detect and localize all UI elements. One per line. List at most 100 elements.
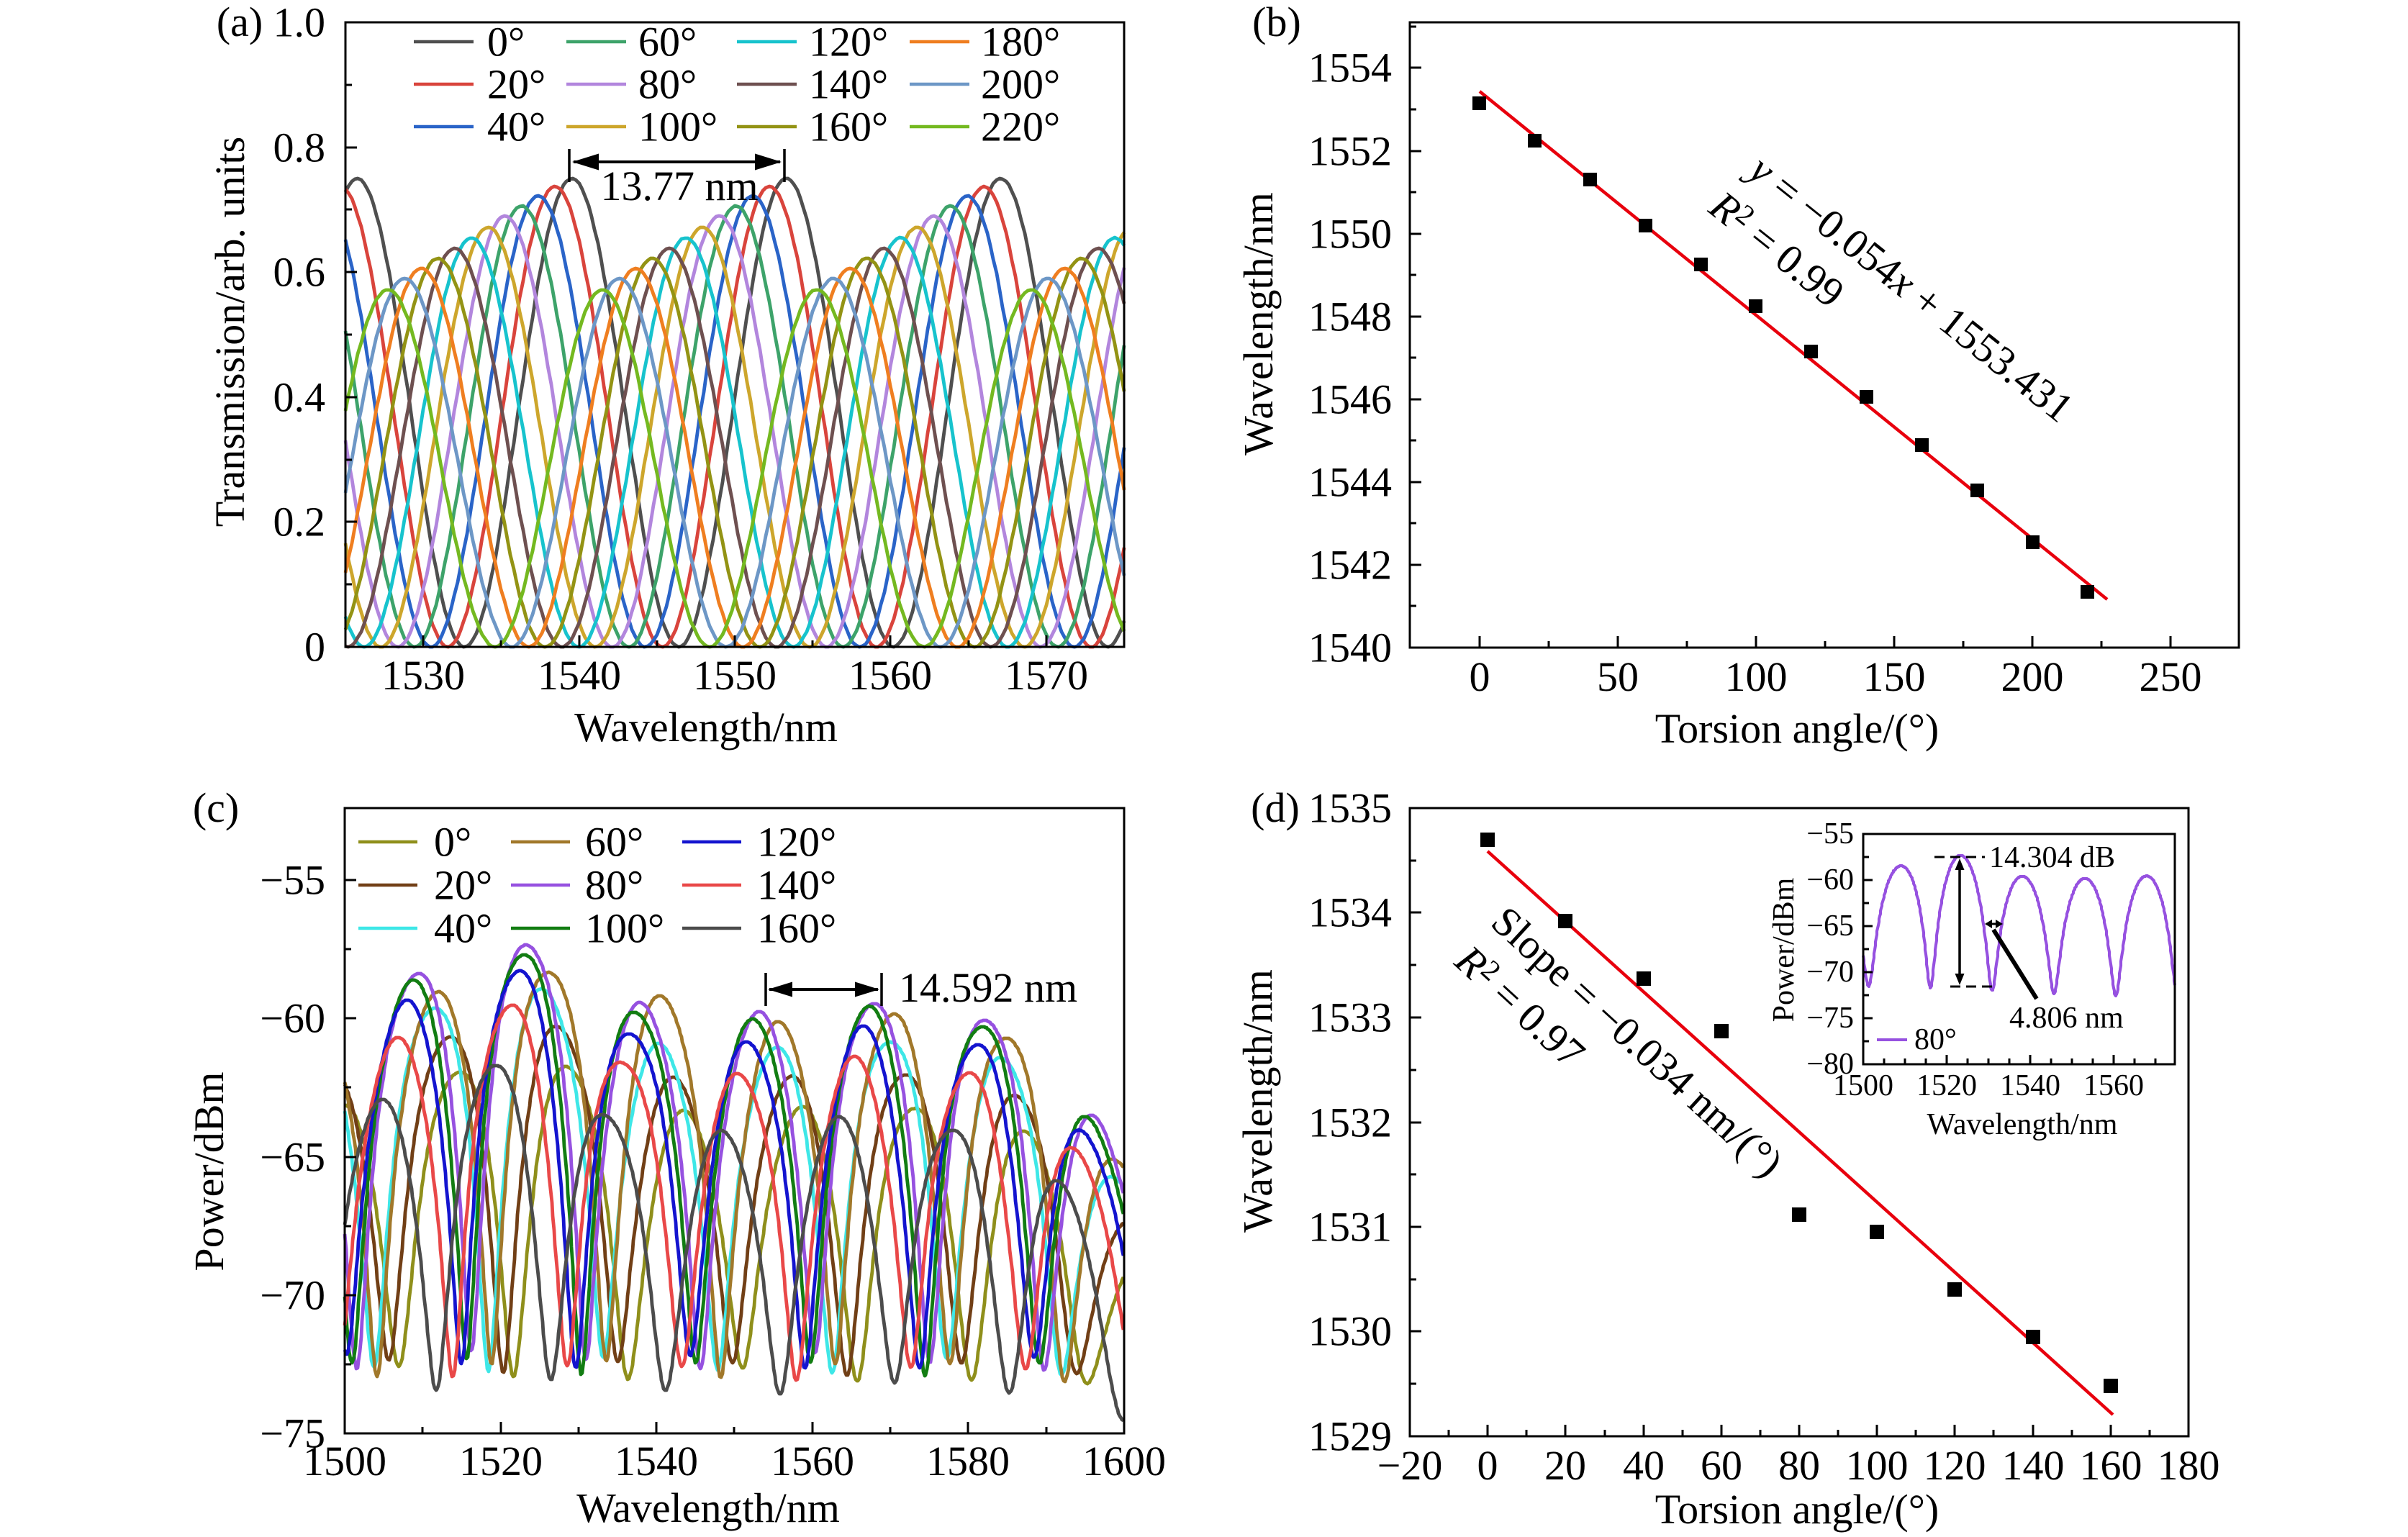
svg-text:Wavelength/nm: Wavelength/nm: [1235, 192, 1282, 455]
svg-text:0: 0: [1477, 1442, 1498, 1489]
svg-text:100: 100: [1725, 653, 1788, 700]
svg-text:14.592 nm: 14.592 nm: [899, 964, 1077, 1011]
svg-text:1500: 1500: [1833, 1069, 1893, 1102]
svg-text:−75: −75: [260, 1410, 325, 1457]
svg-text:1560: 1560: [2083, 1069, 2144, 1102]
svg-text:120°: 120°: [809, 19, 888, 65]
svg-text:Torsion angle/(°): Torsion angle/(°): [1655, 705, 1939, 752]
svg-text:1550: 1550: [693, 652, 777, 699]
svg-text:0.4: 0.4: [273, 374, 326, 421]
svg-text:1532: 1532: [1308, 1100, 1392, 1146]
svg-text:0°: 0°: [434, 819, 471, 866]
svg-text:220°: 220°: [981, 104, 1060, 150]
svg-text:200: 200: [2001, 653, 2064, 700]
svg-text:−70: −70: [1806, 956, 1854, 989]
svg-text:60°: 60°: [585, 819, 643, 866]
svg-text:1540: 1540: [615, 1438, 698, 1484]
svg-text:1530: 1530: [1308, 1308, 1392, 1355]
svg-text:100°: 100°: [638, 104, 718, 150]
svg-text:−60: −60: [260, 995, 325, 1042]
svg-text:0: 0: [304, 624, 325, 671]
svg-text:1544: 1544: [1308, 459, 1392, 506]
svg-text:1529: 1529: [1308, 1413, 1392, 1460]
svg-text:80°: 80°: [638, 61, 697, 108]
svg-text:1540: 1540: [538, 652, 621, 699]
svg-text:1500: 1500: [303, 1438, 386, 1484]
svg-text:140°: 140°: [809, 61, 888, 108]
svg-text:40°: 40°: [434, 905, 492, 952]
svg-text:100: 100: [1846, 1442, 1909, 1489]
svg-text:Wavelength/nm: Wavelength/nm: [1234, 969, 1281, 1233]
svg-text:20°: 20°: [434, 862, 492, 909]
svg-text:1560: 1560: [848, 652, 932, 699]
svg-text:1552: 1552: [1308, 128, 1392, 175]
svg-text:140°: 140°: [757, 862, 836, 909]
svg-text:(d): (d): [1251, 784, 1300, 831]
svg-text:20: 20: [1544, 1442, 1586, 1489]
svg-text:80: 80: [1778, 1442, 1820, 1489]
svg-text:−80: −80: [1806, 1048, 1854, 1081]
svg-text:−65: −65: [1806, 910, 1854, 943]
svg-text:0: 0: [1470, 653, 1490, 700]
svg-text:40: 40: [1623, 1442, 1665, 1489]
svg-text:1531: 1531: [1308, 1204, 1392, 1251]
svg-text:1540: 1540: [1308, 625, 1392, 671]
svg-text:−20: −20: [1377, 1442, 1443, 1489]
svg-text:50: 50: [1597, 653, 1639, 700]
svg-text:13.77 nm: 13.77 nm: [600, 163, 758, 209]
svg-text:160°: 160°: [757, 905, 836, 952]
svg-text:80°: 80°: [585, 862, 643, 909]
svg-text:0.6: 0.6: [273, 249, 326, 296]
svg-text:1540: 1540: [2000, 1069, 2060, 1102]
svg-text:Wavelength/nm: Wavelength/nm: [574, 704, 838, 751]
svg-text:80°: 80°: [1914, 1023, 1957, 1056]
svg-text:−65: −65: [260, 1134, 325, 1181]
svg-text:Wavelength/nm: Wavelength/nm: [576, 1484, 840, 1531]
svg-text:1534: 1534: [1308, 889, 1392, 936]
svg-text:1533: 1533: [1308, 994, 1392, 1041]
svg-text:Power/dBm: Power/dBm: [186, 1071, 232, 1271]
svg-text:60°: 60°: [638, 19, 697, 65]
svg-text:(c): (c): [193, 784, 239, 831]
svg-text:180: 180: [2158, 1442, 2220, 1489]
svg-text:1548: 1548: [1308, 294, 1392, 340]
svg-text:60: 60: [1701, 1442, 1742, 1489]
svg-text:1.0: 1.0: [273, 0, 326, 46]
svg-text:1520: 1520: [1916, 1069, 1977, 1102]
svg-text:−60: −60: [1806, 863, 1854, 897]
svg-text:160: 160: [2080, 1442, 2142, 1489]
svg-text:−55: −55: [1806, 817, 1854, 851]
svg-text:−75: −75: [1806, 1002, 1854, 1035]
svg-text:200°: 200°: [981, 61, 1060, 108]
svg-text:20°: 20°: [487, 61, 546, 108]
svg-text:−70: −70: [260, 1272, 325, 1319]
svg-text:40°: 40°: [487, 104, 546, 150]
svg-text:(b): (b): [1252, 0, 1301, 45]
svg-text:Wavelength/nm: Wavelength/nm: [1927, 1108, 2118, 1141]
svg-text:(a): (a): [217, 0, 263, 45]
svg-text:180°: 180°: [981, 19, 1060, 65]
svg-text:1520: 1520: [459, 1438, 543, 1484]
svg-text:Transmission/arb. units: Transmission/arb. units: [207, 137, 253, 527]
svg-text:1570: 1570: [1005, 652, 1088, 699]
svg-text:120°: 120°: [757, 819, 836, 866]
svg-text:1600: 1600: [1082, 1438, 1166, 1484]
svg-text:160°: 160°: [809, 104, 888, 150]
svg-text:0.2: 0.2: [273, 499, 326, 545]
svg-text:Torsion angle/(°): Torsion angle/(°): [1655, 1486, 1939, 1533]
svg-text:0.8: 0.8: [273, 124, 326, 171]
svg-text:120: 120: [1924, 1442, 1986, 1489]
svg-text:1550: 1550: [1308, 211, 1392, 258]
svg-text:150: 150: [1863, 653, 1926, 700]
svg-text:250: 250: [2140, 653, 2202, 700]
svg-text:1560: 1560: [771, 1438, 854, 1484]
svg-text:Power/dBm: Power/dBm: [1767, 877, 1801, 1022]
svg-text:−55: −55: [260, 857, 325, 904]
svg-text:4.806 nm: 4.806 nm: [2009, 1002, 2124, 1035]
svg-text:1546: 1546: [1308, 376, 1392, 423]
svg-text:1580: 1580: [926, 1438, 1010, 1484]
svg-text:1535: 1535: [1308, 785, 1392, 832]
svg-text:100°: 100°: [585, 905, 664, 952]
svg-text:1530: 1530: [381, 652, 465, 699]
svg-text:0°: 0°: [487, 19, 525, 65]
